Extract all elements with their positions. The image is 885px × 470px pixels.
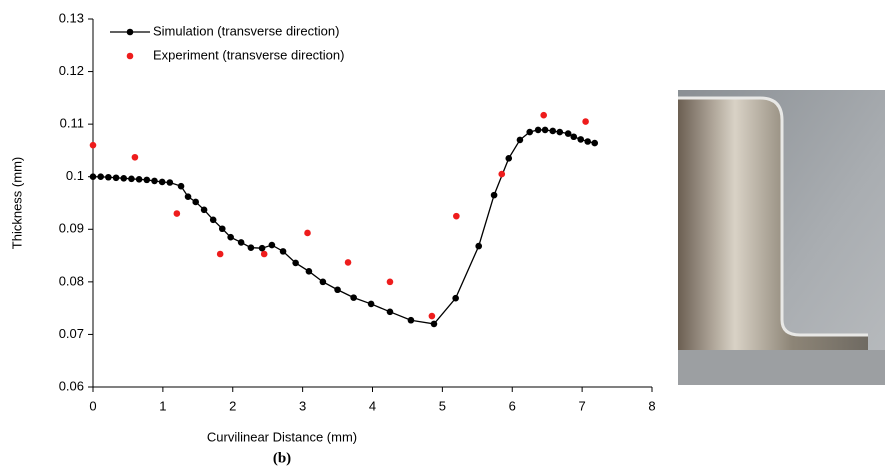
data-point bbox=[475, 242, 483, 250]
legend-label: Experiment (transverse direction) bbox=[153, 47, 344, 62]
data-point bbox=[131, 153, 139, 161]
data-point bbox=[591, 139, 599, 147]
data-point bbox=[549, 127, 557, 135]
data-point bbox=[268, 241, 276, 249]
legend-marker bbox=[126, 28, 134, 36]
legend-label: Simulation (transverse direction) bbox=[153, 23, 339, 38]
data-point bbox=[319, 278, 327, 286]
data-point bbox=[143, 176, 151, 184]
data-point bbox=[505, 155, 513, 162]
data-point bbox=[237, 239, 245, 246]
x-tick-label: 4 bbox=[369, 398, 376, 413]
data-point bbox=[534, 126, 542, 134]
x-tick-label: 2 bbox=[229, 398, 236, 413]
data-point bbox=[334, 286, 341, 294]
x-tick-label: 1 bbox=[159, 398, 166, 413]
data-point bbox=[151, 177, 158, 185]
data-point bbox=[386, 278, 394, 286]
data-point bbox=[452, 294, 459, 302]
data-point bbox=[305, 268, 313, 275]
x-tick-label: 5 bbox=[439, 398, 446, 413]
data-point bbox=[490, 191, 498, 199]
data-point bbox=[218, 225, 226, 233]
data-point bbox=[247, 244, 255, 251]
data-point bbox=[453, 212, 460, 220]
x-tick-label: 7 bbox=[579, 398, 586, 413]
data-point bbox=[184, 193, 192, 200]
y-tick-label: 0.06 bbox=[59, 378, 84, 393]
data-point bbox=[120, 174, 128, 182]
data-point bbox=[556, 128, 564, 136]
data-point bbox=[498, 170, 506, 178]
data-point bbox=[350, 294, 357, 301]
data-point bbox=[200, 206, 208, 214]
data-point bbox=[582, 118, 589, 125]
data-point bbox=[540, 111, 547, 119]
data-point bbox=[526, 128, 534, 136]
data-point bbox=[304, 229, 311, 237]
y-tick-label: 0.12 bbox=[59, 63, 84, 78]
data-point bbox=[192, 198, 200, 206]
x-axis-label: Curvilinear Distance (mm) bbox=[207, 429, 357, 444]
series-line bbox=[93, 129, 595, 325]
data-point bbox=[541, 126, 549, 134]
data-point bbox=[89, 173, 97, 181]
y-tick-label: 0.11 bbox=[60, 116, 84, 131]
data-point bbox=[367, 300, 375, 308]
x-tick-label: 3 bbox=[299, 398, 306, 413]
data-point bbox=[428, 312, 436, 320]
y-tick-label: 0.09 bbox=[59, 221, 84, 236]
data-point bbox=[227, 233, 234, 241]
y-axis-label: Thickness (mm) bbox=[9, 157, 24, 249]
x-tick-label: 6 bbox=[509, 398, 516, 413]
photo bbox=[678, 90, 885, 385]
data-point bbox=[577, 136, 585, 143]
data-point bbox=[407, 316, 415, 324]
data-point bbox=[97, 173, 104, 181]
data-point bbox=[570, 133, 578, 141]
data-point bbox=[177, 182, 185, 190]
y-tick-label: 0.07 bbox=[59, 326, 84, 341]
data-point bbox=[279, 248, 287, 255]
data-point bbox=[216, 250, 224, 258]
data-point bbox=[584, 138, 592, 145]
data-point bbox=[105, 173, 112, 181]
caption: (b) bbox=[273, 450, 291, 466]
data-point bbox=[166, 179, 174, 186]
data-point bbox=[173, 210, 181, 217]
legend-marker bbox=[126, 52, 134, 60]
y-tick-label: 0.08 bbox=[59, 273, 84, 288]
data-point bbox=[258, 244, 266, 252]
data-point bbox=[128, 175, 135, 183]
data-point bbox=[112, 174, 120, 182]
data-point bbox=[564, 130, 572, 137]
data-point bbox=[344, 259, 352, 266]
data-point bbox=[430, 320, 438, 328]
data-point bbox=[386, 308, 394, 316]
data-point bbox=[260, 250, 268, 258]
x-tick-label: 0 bbox=[89, 398, 96, 413]
data-point bbox=[292, 259, 299, 267]
y-tick-label: 0.1 bbox=[66, 168, 84, 183]
data-point bbox=[89, 141, 97, 149]
data-point bbox=[516, 136, 524, 144]
y-tick-label: 0.13 bbox=[59, 10, 84, 25]
data-point bbox=[209, 216, 217, 224]
data-point bbox=[135, 176, 143, 183]
x-tick-label: 8 bbox=[648, 398, 655, 413]
data-point bbox=[158, 178, 166, 186]
